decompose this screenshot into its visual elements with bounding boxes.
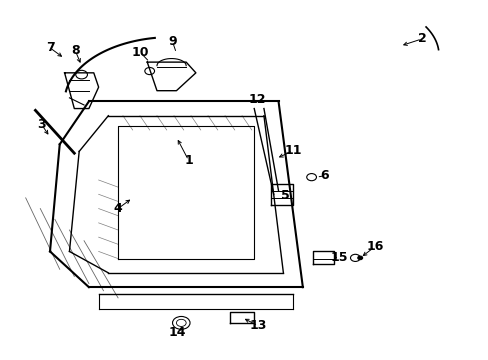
- Text: 6: 6: [320, 169, 328, 182]
- Text: 1: 1: [184, 154, 193, 167]
- Text: 9: 9: [168, 35, 177, 48]
- Text: 4: 4: [114, 202, 122, 215]
- Circle shape: [357, 256, 362, 260]
- Text: 14: 14: [168, 327, 186, 339]
- Text: 5: 5: [281, 189, 289, 202]
- Text: 2: 2: [417, 32, 426, 45]
- Text: 13: 13: [249, 319, 266, 332]
- Text: 8: 8: [71, 44, 80, 57]
- Text: 7: 7: [45, 41, 54, 54]
- Text: 16: 16: [366, 240, 383, 253]
- Text: 3: 3: [38, 118, 46, 131]
- Text: 11: 11: [284, 144, 301, 157]
- Text: 15: 15: [330, 251, 347, 264]
- Text: 10: 10: [131, 46, 148, 59]
- Text: 12: 12: [248, 93, 266, 106]
